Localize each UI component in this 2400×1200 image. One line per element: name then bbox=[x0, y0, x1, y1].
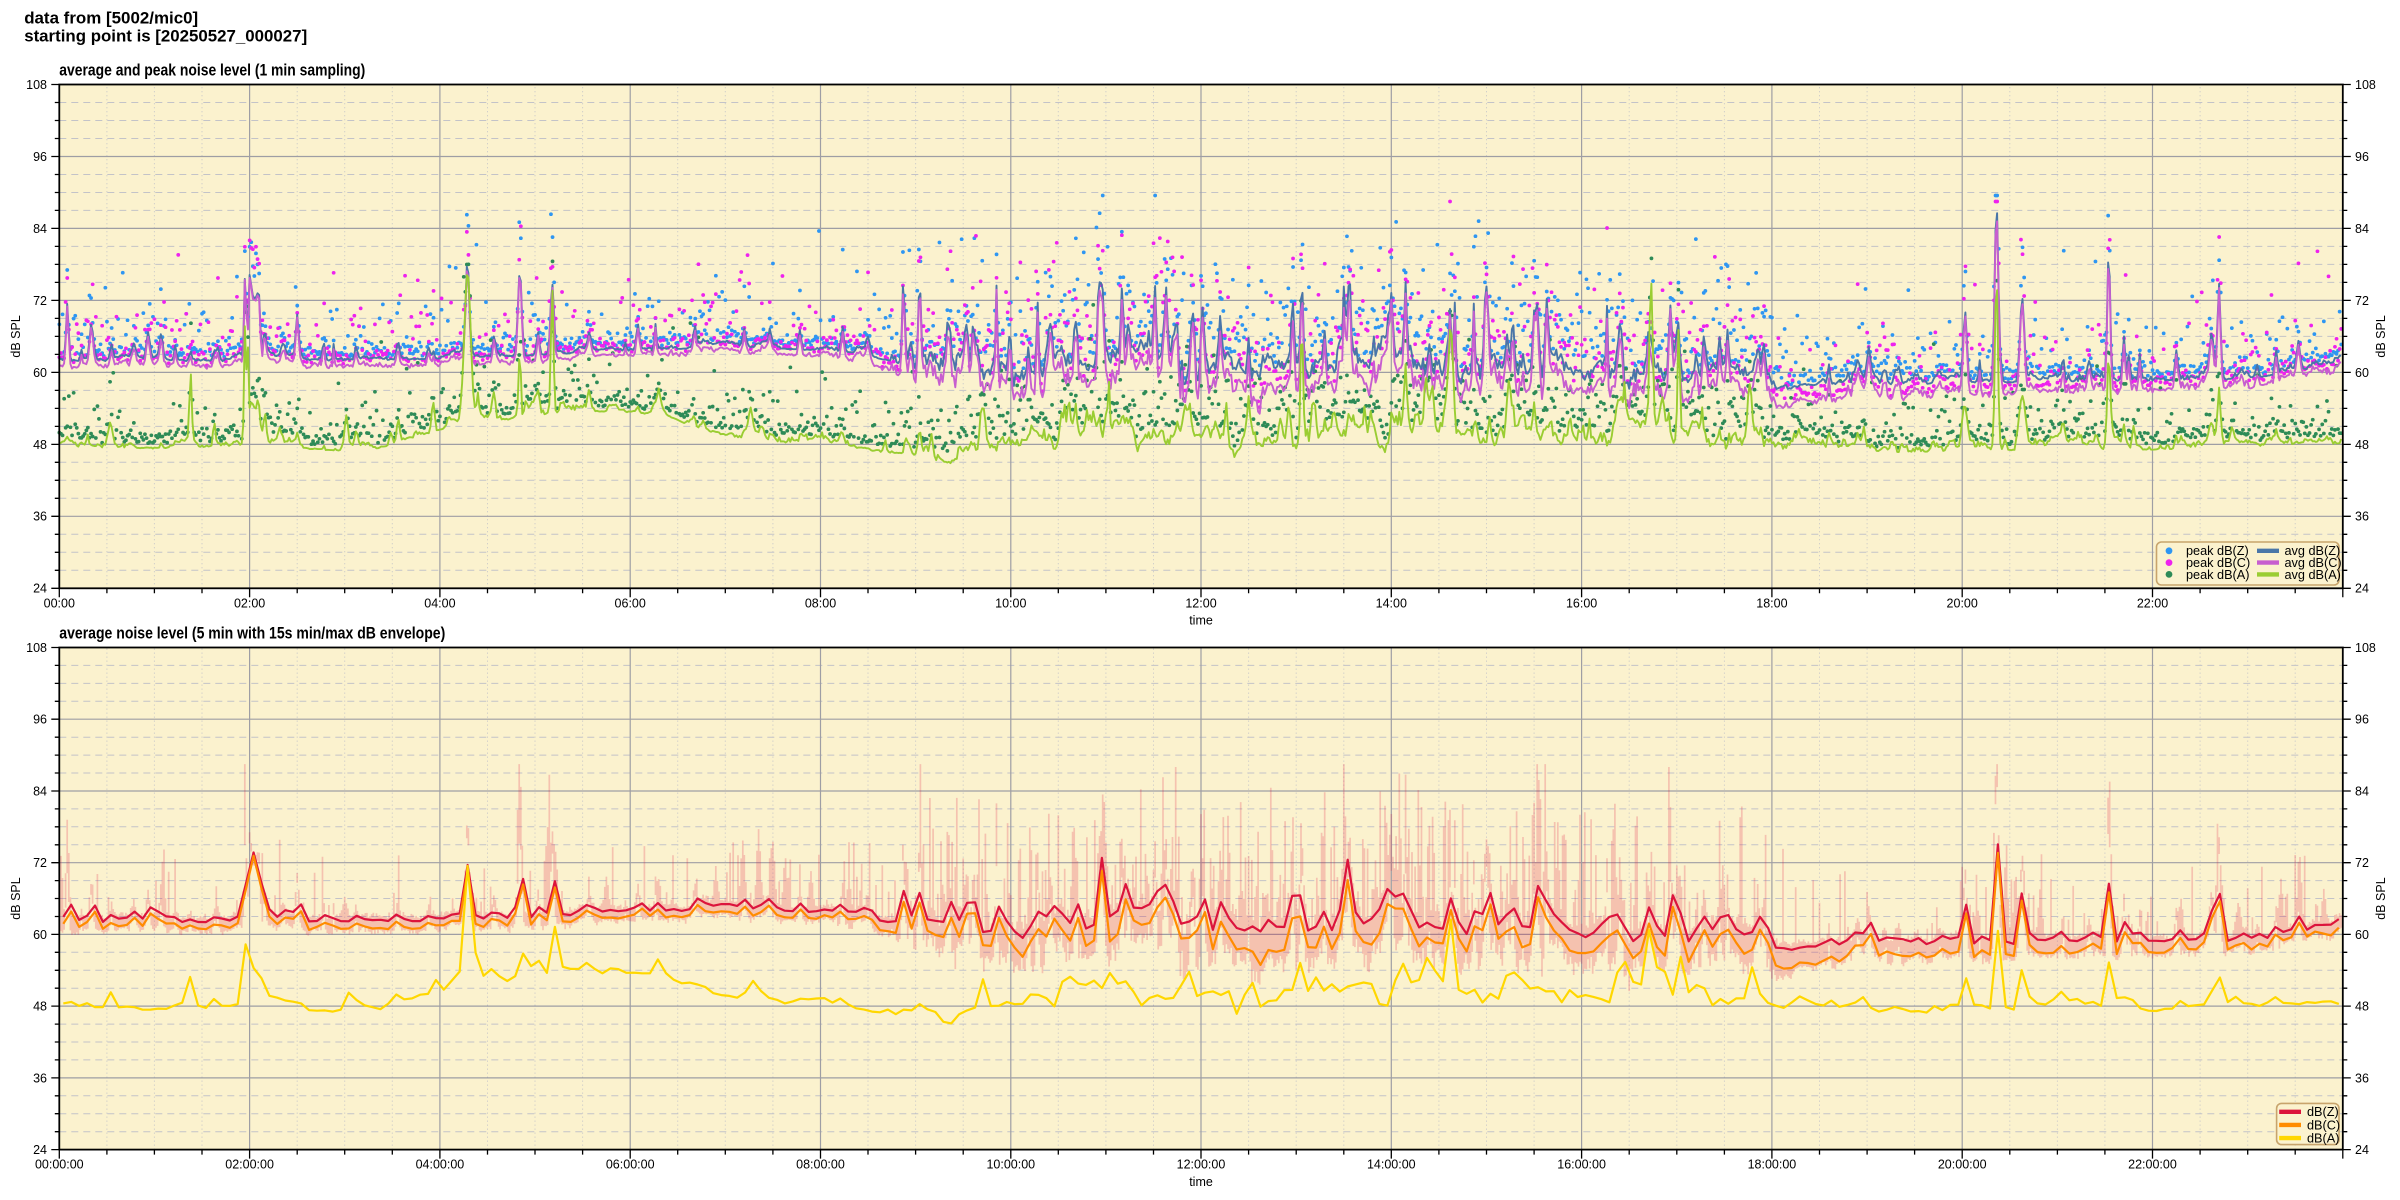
svg-text:48: 48 bbox=[2355, 438, 2369, 452]
svg-text:96: 96 bbox=[33, 713, 47, 727]
svg-text:60: 60 bbox=[33, 928, 47, 942]
svg-text:96: 96 bbox=[33, 150, 47, 164]
svg-text:84: 84 bbox=[2355, 222, 2369, 236]
svg-text:20:00:00: 20:00:00 bbox=[1938, 1158, 1987, 1172]
svg-text:18:00: 18:00 bbox=[1756, 597, 1787, 611]
svg-text:72: 72 bbox=[2355, 294, 2369, 308]
svg-text:peak dB(A): peak dB(A) bbox=[2186, 568, 2249, 582]
svg-text:108: 108 bbox=[26, 78, 47, 92]
svg-text:24: 24 bbox=[33, 582, 47, 596]
svg-text:04:00: 04:00 bbox=[424, 597, 455, 611]
svg-text:60: 60 bbox=[33, 366, 47, 380]
svg-text:08:00:00: 08:00:00 bbox=[796, 1158, 845, 1172]
svg-text:48: 48 bbox=[2355, 1000, 2369, 1014]
svg-text:dB(C): dB(C) bbox=[2307, 1118, 2340, 1132]
svg-text:108: 108 bbox=[2355, 78, 2376, 92]
svg-text:00:00:00: 00:00:00 bbox=[35, 1158, 84, 1172]
svg-text:60: 60 bbox=[2355, 366, 2369, 380]
svg-text:04:00:00: 04:00:00 bbox=[416, 1158, 465, 1172]
svg-text:time: time bbox=[1189, 1175, 1213, 1189]
svg-text:avg dB(Z): avg dB(Z) bbox=[2285, 544, 2341, 558]
svg-text:16:00:00: 16:00:00 bbox=[1557, 1158, 1606, 1172]
svg-text:dB(Z): dB(Z) bbox=[2307, 1105, 2339, 1119]
svg-text:60: 60 bbox=[2355, 928, 2369, 942]
svg-text:avg dB(A): avg dB(A) bbox=[2285, 568, 2341, 582]
svg-text:dB SPL: dB SPL bbox=[2374, 315, 2388, 357]
svg-text:14:00:00: 14:00:00 bbox=[1367, 1158, 1416, 1172]
svg-text:peak dB(Z): peak dB(Z) bbox=[2186, 544, 2249, 558]
svg-text:16:00: 16:00 bbox=[1566, 597, 1597, 611]
svg-text:peak dB(C): peak dB(C) bbox=[2186, 556, 2250, 570]
svg-text:36: 36 bbox=[33, 1071, 47, 1085]
svg-text:72: 72 bbox=[33, 294, 47, 308]
svg-text:22:00: 22:00 bbox=[2137, 597, 2168, 611]
svg-text:00:00: 00:00 bbox=[44, 597, 75, 611]
svg-text:08:00: 08:00 bbox=[805, 597, 836, 611]
svg-text:22:00:00: 22:00:00 bbox=[2128, 1158, 2177, 1172]
svg-text:06:00:00: 06:00:00 bbox=[606, 1158, 655, 1172]
svg-text:84: 84 bbox=[33, 222, 47, 236]
svg-text:84: 84 bbox=[2355, 784, 2369, 798]
svg-text:06:00: 06:00 bbox=[615, 597, 646, 611]
svg-text:84: 84 bbox=[33, 784, 47, 798]
svg-text:starting point is [20250527_00: starting point is [20250527_000027] bbox=[24, 27, 307, 46]
svg-text:72: 72 bbox=[2355, 856, 2369, 870]
svg-text:18:00:00: 18:00:00 bbox=[1748, 1158, 1797, 1172]
svg-text:96: 96 bbox=[2355, 713, 2369, 727]
svg-text:02:00:00: 02:00:00 bbox=[225, 1158, 274, 1172]
svg-text:108: 108 bbox=[2355, 641, 2376, 655]
svg-text:average and peak noise level (: average and peak noise level (1 min samp… bbox=[59, 61, 365, 80]
svg-text:24: 24 bbox=[2355, 582, 2369, 596]
svg-text:average noise level (5 min wit: average noise level (5 min with 15s min/… bbox=[59, 624, 445, 643]
svg-text:36: 36 bbox=[2355, 1071, 2369, 1085]
svg-text:12:00: 12:00 bbox=[1185, 597, 1216, 611]
svg-text:48: 48 bbox=[33, 438, 47, 452]
svg-text:02:00: 02:00 bbox=[234, 597, 265, 611]
svg-text:10:00: 10:00 bbox=[995, 597, 1026, 611]
svg-text:data from [5002/mic0]: data from [5002/mic0] bbox=[24, 8, 198, 27]
svg-text:36: 36 bbox=[2355, 510, 2369, 524]
svg-text:avg dB(C): avg dB(C) bbox=[2285, 556, 2342, 570]
svg-text:12:00:00: 12:00:00 bbox=[1177, 1158, 1226, 1172]
svg-text:36: 36 bbox=[33, 510, 47, 524]
svg-text:20:00: 20:00 bbox=[1947, 597, 1978, 611]
svg-text:48: 48 bbox=[33, 1000, 47, 1014]
svg-text:10:00:00: 10:00:00 bbox=[986, 1158, 1035, 1172]
svg-text:dB(A): dB(A) bbox=[2307, 1132, 2339, 1146]
svg-text:dB SPL: dB SPL bbox=[9, 877, 23, 919]
svg-text:dB SPL: dB SPL bbox=[9, 315, 23, 357]
svg-text:time: time bbox=[1189, 614, 1213, 628]
svg-text:dB SPL: dB SPL bbox=[2374, 877, 2388, 919]
svg-text:24: 24 bbox=[2355, 1143, 2369, 1157]
svg-text:14:00: 14:00 bbox=[1376, 597, 1407, 611]
svg-text:108: 108 bbox=[26, 641, 47, 655]
svg-text:72: 72 bbox=[33, 856, 47, 870]
svg-text:24: 24 bbox=[33, 1143, 47, 1157]
svg-text:96: 96 bbox=[2355, 150, 2369, 164]
